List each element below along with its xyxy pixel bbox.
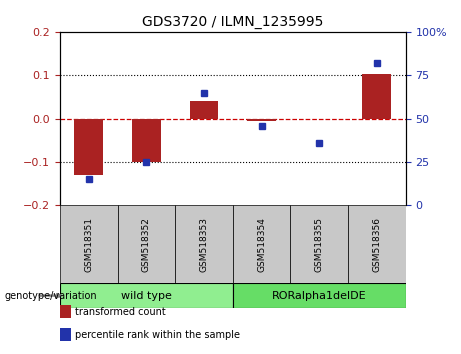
Text: percentile rank within the sample: percentile rank within the sample xyxy=(75,330,240,339)
Text: transformed count: transformed count xyxy=(75,307,165,316)
Title: GDS3720 / ILMN_1235995: GDS3720 / ILMN_1235995 xyxy=(142,16,324,29)
Bar xyxy=(362,74,391,119)
Bar xyxy=(290,205,348,283)
Text: wild type: wild type xyxy=(121,291,172,301)
Bar xyxy=(118,205,175,283)
Text: GSM518355: GSM518355 xyxy=(315,217,324,272)
Bar xyxy=(233,205,290,283)
Bar xyxy=(132,119,161,162)
Bar xyxy=(348,205,406,283)
Text: GSM518352: GSM518352 xyxy=(142,217,151,272)
Bar xyxy=(60,283,233,308)
Text: genotype/variation: genotype/variation xyxy=(5,291,97,301)
Text: GSM518351: GSM518351 xyxy=(84,217,93,272)
Bar xyxy=(247,119,276,121)
Bar xyxy=(175,205,233,283)
Text: GSM518356: GSM518356 xyxy=(372,217,381,272)
Text: GSM518353: GSM518353 xyxy=(200,217,208,272)
Bar xyxy=(189,101,219,119)
Text: RORalpha1delDE: RORalpha1delDE xyxy=(272,291,366,301)
Bar xyxy=(233,283,406,308)
Bar xyxy=(60,205,118,283)
Bar xyxy=(74,119,103,175)
Text: GSM518354: GSM518354 xyxy=(257,217,266,272)
